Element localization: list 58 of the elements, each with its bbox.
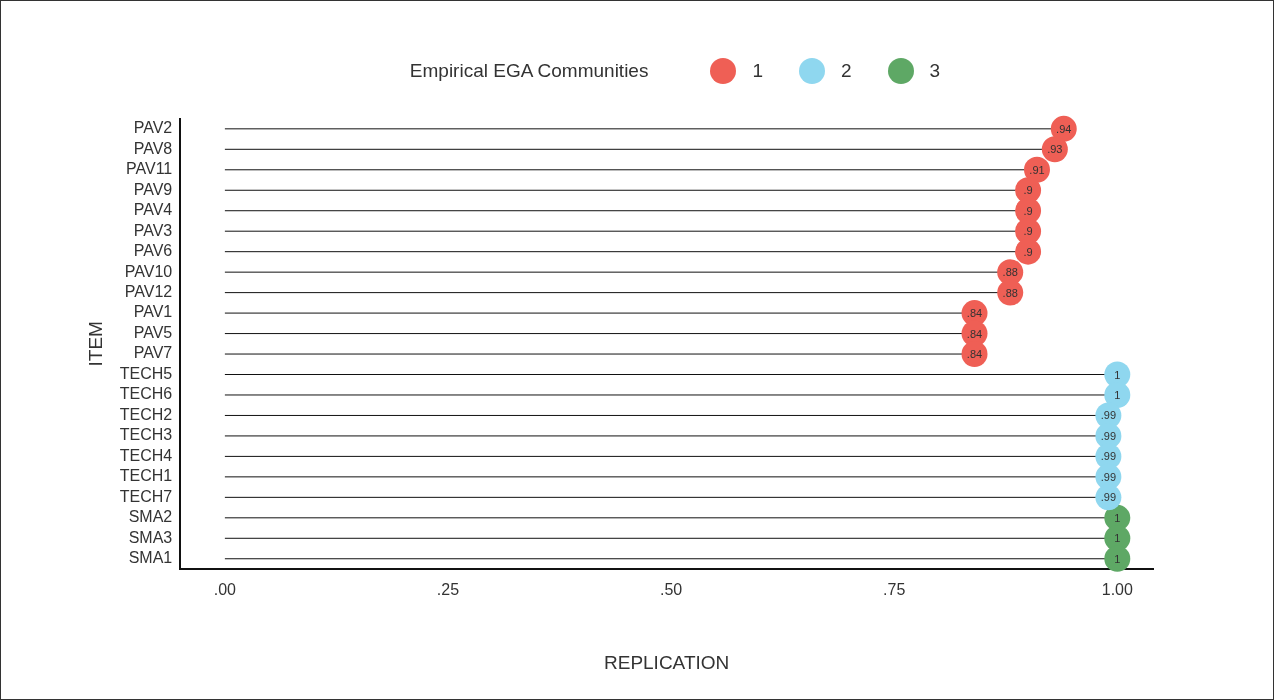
- y-tick-label: TECH4: [119, 446, 173, 464]
- y-tick-label: TECH2: [119, 405, 173, 423]
- y-tick-label: PAV7: [133, 344, 173, 362]
- data-label: .9: [1023, 225, 1033, 238]
- data-label: .88: [1002, 286, 1018, 299]
- x-axis-title: REPLICATION: [603, 651, 730, 673]
- x-tick-label: .25: [436, 581, 460, 599]
- data-label: .99: [1100, 429, 1117, 442]
- y-tick-label: TECH6: [119, 385, 173, 403]
- y-tick-label: PAV5: [133, 323, 173, 341]
- y-tick-label: PAV11: [126, 160, 173, 178]
- y-tick-label: TECH7: [119, 487, 173, 505]
- data-label: 1: [1114, 368, 1121, 381]
- legend-label: 3: [929, 60, 941, 82]
- data-label: 1: [1114, 389, 1121, 402]
- legend-label: 1: [752, 60, 764, 82]
- data-label: .9: [1023, 204, 1033, 217]
- data-label: .84: [966, 348, 983, 361]
- data-label: .94: [1056, 122, 1072, 135]
- data-label: .99: [1100, 450, 1117, 463]
- data-label: 1: [1114, 511, 1121, 524]
- y-tick-label: PAV10: [124, 262, 173, 280]
- data-label: .9: [1023, 245, 1033, 258]
- x-tick-label: .00: [213, 581, 237, 599]
- data-label: .99: [1100, 409, 1117, 422]
- y-tick-label: TECH5: [119, 364, 173, 382]
- y-tick-label: PAV2: [133, 119, 173, 137]
- data-label: .93: [1047, 143, 1063, 156]
- point: [1015, 238, 1042, 265]
- data-label: .84: [966, 307, 983, 320]
- legend-title: Empirical EGA Communities: [409, 60, 649, 82]
- y-tick-label: SMA3: [128, 528, 173, 546]
- legend-label: 2: [841, 60, 852, 82]
- y-tick-label: PAV3: [133, 221, 173, 239]
- y-tick-label: TECH1: [119, 467, 173, 485]
- data-label: .88: [1002, 266, 1018, 279]
- y-axis-title: ITEM: [84, 321, 106, 367]
- x-tick-label: .50: [659, 581, 683, 599]
- point: [1104, 381, 1131, 408]
- y-tick-label: PAV6: [133, 242, 173, 260]
- data-label: .99: [1100, 470, 1117, 483]
- y-tick-label: PAV8: [133, 139, 173, 157]
- y-tick-label: SMA1: [128, 549, 173, 567]
- data-label: .84: [966, 327, 983, 340]
- x-tick-label: .75: [883, 581, 906, 599]
- y-tick-label: PAV1: [133, 303, 173, 321]
- y-tick-label: PAV9: [133, 180, 173, 198]
- data-label: 1: [1114, 532, 1121, 545]
- data-label: .9: [1023, 184, 1033, 197]
- y-tick-label: PAV4: [133, 201, 173, 219]
- y-tick-label: TECH3: [119, 426, 173, 444]
- y-tick-label: SMA2: [128, 508, 173, 526]
- y-tick-label: PAV12: [124, 283, 173, 301]
- data-label: .99: [1100, 491, 1117, 504]
- point: [1104, 545, 1131, 572]
- data-label: .91: [1029, 163, 1045, 176]
- x-tick-label: 1.00: [1101, 581, 1133, 599]
- data-label: 1: [1114, 552, 1121, 565]
